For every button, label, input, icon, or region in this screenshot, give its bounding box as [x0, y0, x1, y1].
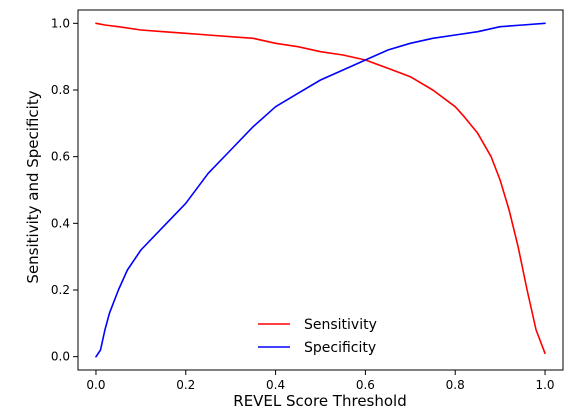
plot-frame [77, 9, 564, 371]
x-tick-label: 0.4 [266, 378, 285, 392]
series-lines [95, 22, 546, 358]
x-tick-label: 0.8 [446, 378, 465, 392]
x-axis-title: REVEL Score Threshold [233, 392, 406, 410]
y-tick-label: 0.2 [51, 283, 70, 297]
plot-background [78, 10, 563, 370]
axes [77, 9, 564, 371]
y-axis-title: Sensitivity and Specificity [24, 90, 42, 283]
legend-label-specificity: Specificity [304, 340, 376, 356]
x-tick-label: 1.0 [535, 378, 554, 392]
y-tick-label: 1.0 [51, 16, 70, 30]
y-tick-label: 0.6 [51, 150, 70, 164]
x-tick-label: 0.2 [176, 378, 195, 392]
y-tick-label: 0.4 [51, 216, 70, 230]
legend-label-sensitivity: Sensitivity [304, 317, 377, 333]
legend: Sensitivity Specificity [258, 317, 377, 356]
x-tick-label: 0.6 [356, 378, 375, 392]
ticks: 0.0 0.2 0.4 0.6 0.8 1.0 0.0 0.2 0.4 0.6 0.8 1.0 [51, 16, 555, 392]
y-tick-label: 0.0 [51, 350, 70, 364]
series-line-specificity [95, 22, 546, 358]
x-tick-label: 0.0 [86, 378, 105, 392]
y-tick-label: 0.8 [51, 83, 70, 97]
plot-area [78, 10, 563, 370]
